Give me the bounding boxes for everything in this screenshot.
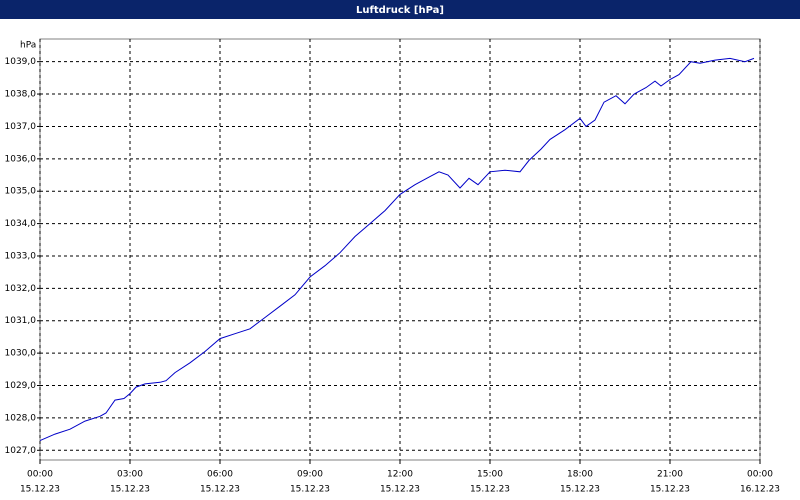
x-tick-date: 15.12.23 bbox=[560, 485, 600, 495]
y-tick-label: 1034,0 bbox=[5, 219, 37, 229]
title-bar bbox=[0, 0, 800, 19]
y-tick-label: 1027,0 bbox=[5, 446, 37, 456]
y-tick-label: 1029,0 bbox=[5, 381, 37, 391]
x-tick-date: 15.12.23 bbox=[20, 485, 60, 495]
y-unit: hPa bbox=[20, 41, 36, 51]
y-tick-label: 1038,0 bbox=[5, 90, 37, 100]
x-tick-date: 15.12.23 bbox=[380, 485, 420, 495]
y-tick-label: 1028,0 bbox=[5, 413, 37, 423]
x-tick-label: 18:00 bbox=[567, 470, 593, 480]
y-tick-label: 1030,0 bbox=[5, 349, 37, 359]
x-tick-date: 15.12.23 bbox=[650, 485, 690, 495]
chart-title: Luftdruck [hPa] bbox=[356, 5, 444, 16]
x-tick-label: 00:00 bbox=[747, 470, 773, 480]
y-tick-label: 1033,0 bbox=[5, 251, 37, 261]
x-tick-label: 12:00 bbox=[387, 470, 413, 480]
x-tick-date: 15.12.23 bbox=[470, 485, 510, 495]
x-tick-label: 21:00 bbox=[657, 470, 683, 480]
x-tick-date: 15.12.23 bbox=[290, 485, 330, 495]
y-tick-label: 1039,0 bbox=[5, 57, 37, 67]
x-tick-label: 15:00 bbox=[477, 470, 503, 480]
x-tick-label: 06:00 bbox=[207, 470, 233, 480]
y-tick-label: 1036,0 bbox=[5, 154, 37, 164]
x-tick-label: 00:00 bbox=[27, 470, 53, 480]
x-tick-date: 15.12.23 bbox=[200, 485, 240, 495]
x-tick-label: 03:00 bbox=[117, 470, 143, 480]
x-tick-date: 15.12.23 bbox=[110, 485, 150, 495]
y-tick-label: 1037,0 bbox=[5, 122, 37, 132]
x-tick-date: 16.12.23 bbox=[740, 485, 780, 495]
data-line bbox=[39, 57, 755, 442]
x-tick-label: 09:00 bbox=[297, 470, 323, 480]
y-tick-label: 1032,0 bbox=[5, 284, 37, 294]
y-tick-label: 1031,0 bbox=[5, 316, 37, 326]
y-tick-label: 1035,0 bbox=[5, 187, 37, 197]
